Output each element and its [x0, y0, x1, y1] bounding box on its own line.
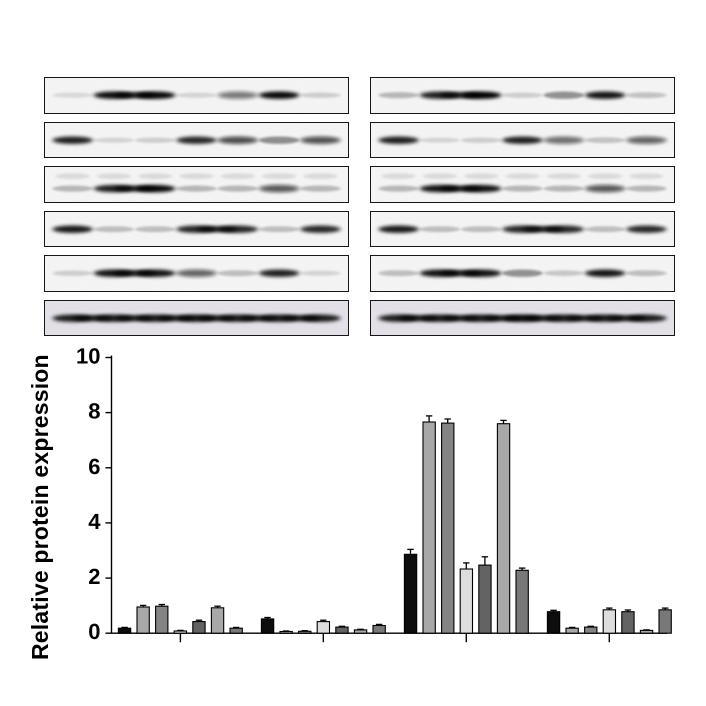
svg-text:4: 4: [88, 509, 101, 534]
svg-text:2: 2: [88, 564, 100, 589]
svg-text:6: 6: [88, 454, 100, 479]
svg-text:8: 8: [88, 399, 100, 424]
svg-text:10: 10: [76, 344, 100, 369]
svg-text:0: 0: [88, 619, 100, 644]
